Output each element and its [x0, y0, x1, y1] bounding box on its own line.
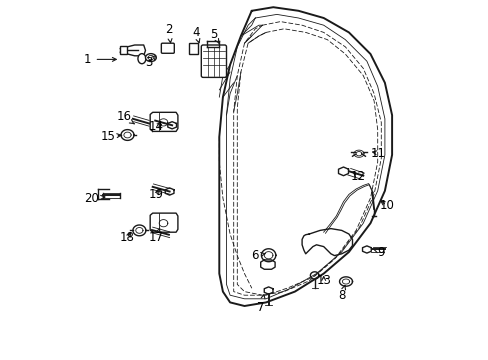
FancyBboxPatch shape: [201, 45, 226, 77]
Text: 8: 8: [337, 285, 345, 302]
Text: 10: 10: [379, 199, 393, 212]
Text: 18: 18: [120, 231, 135, 244]
Text: 17: 17: [148, 228, 163, 244]
Text: 5: 5: [210, 28, 219, 44]
Text: 1: 1: [84, 53, 116, 66]
Text: 9: 9: [373, 246, 384, 258]
Text: 11: 11: [369, 147, 385, 159]
Text: 15: 15: [100, 130, 121, 143]
Text: 4: 4: [192, 26, 200, 43]
Ellipse shape: [145, 54, 156, 62]
Text: 7: 7: [256, 294, 264, 314]
Text: 16: 16: [116, 111, 134, 124]
Polygon shape: [150, 213, 178, 232]
Text: 14: 14: [148, 120, 163, 132]
Ellipse shape: [148, 55, 153, 60]
Text: 19: 19: [148, 188, 163, 201]
Bar: [188, 43, 197, 54]
Polygon shape: [150, 112, 178, 131]
Bar: [120, 46, 126, 54]
Text: 20: 20: [84, 192, 104, 204]
Text: 3: 3: [145, 55, 155, 69]
Text: 12: 12: [350, 170, 365, 183]
Text: 2: 2: [165, 23, 172, 43]
FancyBboxPatch shape: [161, 43, 174, 53]
Text: 13: 13: [316, 274, 330, 287]
Polygon shape: [260, 260, 275, 269]
Ellipse shape: [138, 54, 145, 64]
Text: 6: 6: [251, 249, 264, 262]
